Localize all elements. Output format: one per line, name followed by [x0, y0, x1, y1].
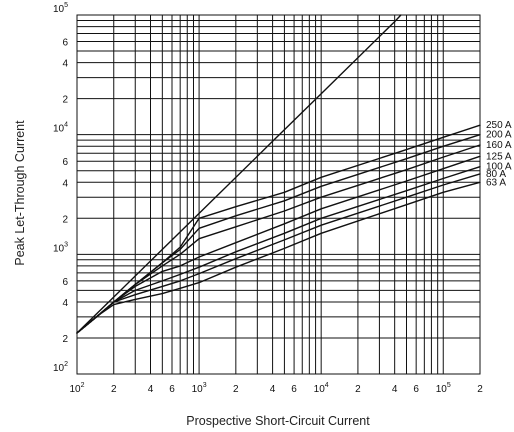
- grid-lines: [76, 14, 481, 375]
- y-tick-label: 104: [53, 122, 68, 135]
- x-tick-label: 6: [413, 384, 419, 395]
- series-label: 125 A: [486, 151, 512, 162]
- x-tick-label: 105: [436, 382, 451, 395]
- x-tick-label: 2: [111, 384, 117, 395]
- series-label: 200 A: [486, 130, 512, 141]
- curve-160-a: [76, 144, 481, 334]
- x-tick-label: 6: [169, 384, 175, 395]
- y-tick-label: 103: [53, 241, 68, 254]
- x-tick-label: 2: [233, 384, 239, 395]
- y-tick-label: 102: [53, 361, 68, 374]
- curve-63-a: [76, 181, 481, 334]
- x-tick-label: 2: [477, 384, 483, 395]
- curve-125-a: [76, 155, 481, 334]
- curve-reference: [76, 14, 402, 334]
- plot-frame: [76, 14, 481, 375]
- curves: [76, 14, 481, 334]
- y-tick-label: 2: [62, 334, 68, 345]
- y-tick-label: 105: [53, 2, 68, 15]
- series-label: 63 A: [486, 177, 506, 188]
- series-label: 80 A: [486, 169, 506, 180]
- y-tick-label: 6: [62, 157, 68, 168]
- x-tick-label: 4: [148, 384, 154, 395]
- y-tick-label: 4: [62, 178, 68, 189]
- y-tick-label: 2: [62, 95, 68, 106]
- y-tick-label: 2: [62, 214, 68, 225]
- series-label: 100 A: [486, 162, 512, 173]
- y-axis-title: Peak Let-Through Current: [13, 120, 27, 266]
- y-tick-label: 6: [62, 277, 68, 288]
- y-tick-label: 6: [62, 38, 68, 49]
- y-tick-label: 4: [62, 298, 68, 309]
- curve-80-a: [76, 173, 481, 334]
- y-tick-label: 4: [62, 59, 68, 70]
- x-tick-labels: 102 2 4 6 103 2 4 6 104 2 4 6 105 2: [69, 382, 483, 395]
- x-tick-label: 104: [314, 382, 329, 395]
- x-axis-title: Prospective Short-Circuit Current: [186, 414, 370, 428]
- curve-200-a: [76, 134, 481, 334]
- x-tick-label: 6: [291, 384, 297, 395]
- x-tick-label: 4: [392, 384, 398, 395]
- y-tick-labels: 102 2 4 6 103 2 4 6 104 2 4 6 105: [53, 2, 68, 374]
- x-tick-label: 103: [192, 382, 207, 395]
- curve-100-a: [76, 166, 481, 334]
- x-tick-label: 4: [270, 384, 276, 395]
- x-tick-label: 102: [69, 382, 84, 395]
- series-label: 160 A: [486, 140, 512, 151]
- x-tick-label: 2: [355, 384, 361, 395]
- series-label: 250 A: [486, 120, 512, 131]
